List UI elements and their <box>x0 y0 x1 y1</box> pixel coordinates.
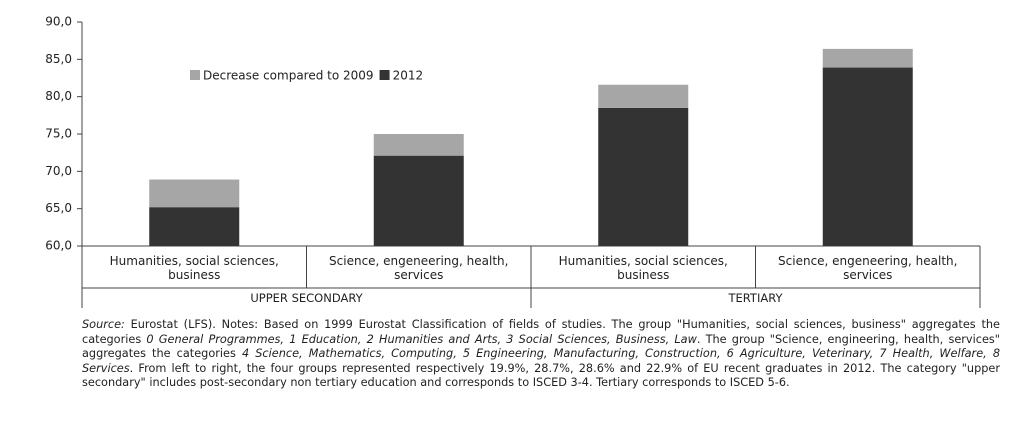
bar-segment <box>149 207 240 246</box>
y-tick-label: 60,0 <box>45 239 72 253</box>
y-tick-label: 90,0 <box>45 15 72 29</box>
note-italic: 4 Science, Mathematics, Computing, 5 Eng… <box>82 347 1001 375</box>
group-label: UPPER SECONDARY <box>250 291 363 305</box>
x-tick-label: Science, engeneering, health, services <box>778 254 958 282</box>
y-tick-label: 65,0 <box>45 201 72 215</box>
footnote: Source: Eurostat (LFS). Notes: Based on … <box>82 318 1000 391</box>
y-tick-label: 80,0 <box>45 89 72 103</box>
bar-segment <box>598 84 689 108</box>
bar-segment <box>373 134 464 156</box>
y-tick-label: 85,0 <box>45 52 72 66</box>
legend-swatch <box>379 70 390 80</box>
group-label: TERTIARY <box>728 291 783 305</box>
legend-swatch <box>190 70 200 80</box>
note-text: Eurostat (LFS). Notes: Based on 1999 Eur… <box>82 318 1000 346</box>
bar-segment <box>598 107 689 246</box>
y-tick-label: 70,0 <box>45 164 72 178</box>
x-tick-label: Humanities, social sciences, business <box>558 254 728 282</box>
note-text: . The group "Science, engineering, healt… <box>82 332 1000 361</box>
legend-label: 2012 <box>393 69 424 83</box>
bar-segment <box>149 179 240 208</box>
note-italic: 0 General Programmes, 1 Education, 2 Hum… <box>146 332 697 346</box>
x-tick-label: Humanities, social sciences, business <box>109 254 279 282</box>
bar-segment <box>373 155 464 246</box>
bar-segment <box>822 67 913 247</box>
y-tick-label: 75,0 <box>45 127 72 141</box>
bar-segment <box>822 48 913 68</box>
note-italic: Source: <box>82 318 125 331</box>
note-text: . From left to right, the four groups re… <box>82 361 1000 390</box>
legend-label: Decrease compared to 2009 <box>203 69 374 83</box>
x-tick-label: Science, engeneering, health, services <box>329 254 509 282</box>
